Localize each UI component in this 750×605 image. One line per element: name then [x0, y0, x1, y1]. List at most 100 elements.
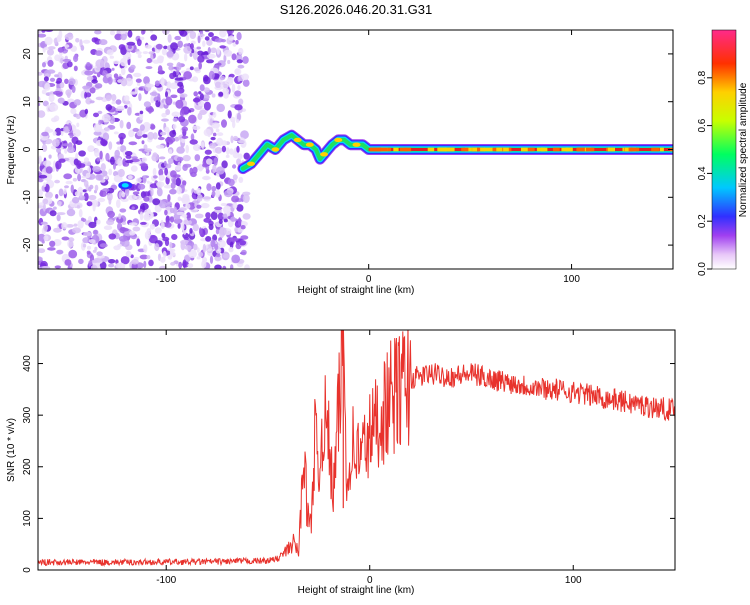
- noise-point: [139, 124, 145, 131]
- noise-point: [117, 168, 125, 178]
- track-core-segment: [438, 147, 447, 152]
- noise-point: [191, 76, 199, 83]
- noise-point: [179, 207, 187, 212]
- noise-point: [204, 30, 210, 33]
- noise-point: [196, 247, 200, 253]
- noise-point: [64, 259, 72, 266]
- noise-point: [216, 47, 220, 55]
- noise-point: [178, 261, 183, 269]
- noise-point: [198, 91, 202, 95]
- noise-point: [146, 255, 151, 260]
- noise-point: [184, 245, 192, 250]
- noise-point: [65, 224, 74, 228]
- noise-point: [229, 237, 239, 242]
- track-core-segment: [552, 147, 560, 152]
- noise-point: [230, 216, 236, 222]
- noise-point: [127, 175, 133, 180]
- noise-point: [125, 159, 134, 164]
- noise-point: [164, 209, 168, 216]
- noise-point: [206, 248, 214, 256]
- snr-x-tick-label: -100: [156, 575, 176, 586]
- noise-point: [216, 137, 224, 147]
- noise-point: [183, 236, 189, 241]
- noise-point: [231, 195, 240, 203]
- track-core-segment: [536, 147, 544, 152]
- noise-point: [82, 39, 91, 44]
- noise-point: [173, 206, 178, 215]
- noise-point: [42, 203, 46, 212]
- noise-point: [93, 123, 103, 133]
- noise-point: [193, 243, 198, 251]
- noise-point: [231, 254, 241, 264]
- noise-point: [63, 188, 67, 195]
- noise-point: [165, 109, 171, 116]
- noise-point: [242, 191, 251, 196]
- noise-point: [127, 106, 132, 116]
- noise-point: [138, 93, 142, 102]
- y-axis-ticks: -20 -10 0 10 20: [22, 48, 673, 252]
- noise-point: [118, 132, 126, 140]
- noise-point: [108, 197, 112, 205]
- noise-point: [214, 38, 224, 43]
- noise-point: [176, 146, 185, 154]
- snr-x-axis-ticks: -100 0 100: [156, 330, 582, 586]
- noise-point: [144, 230, 151, 240]
- noise-point: [221, 119, 227, 128]
- noise-point: [135, 78, 142, 83]
- noise-point: [41, 30, 46, 33]
- noise-point: [219, 227, 227, 236]
- noise-point: [108, 233, 117, 240]
- noise-point: [157, 65, 163, 74]
- noise-point: [199, 84, 205, 92]
- noise-point: [171, 111, 180, 118]
- noise-point: [189, 167, 194, 175]
- noise-point: [71, 85, 76, 94]
- noise-point: [83, 192, 89, 202]
- noise-point: [242, 79, 250, 87]
- noise-point: [215, 189, 221, 198]
- colorbar-tick-label: 0.2: [697, 214, 708, 228]
- colorbar-tick-label: 0.4: [697, 166, 708, 180]
- noise-point: [138, 87, 143, 91]
- noise-point: [199, 33, 205, 37]
- noise-point: [105, 95, 112, 102]
- noise-point: [227, 178, 235, 187]
- track-core-segment: [427, 147, 435, 152]
- noise-point: [86, 245, 92, 250]
- noise-point: [163, 45, 168, 50]
- noise-point: [140, 202, 149, 211]
- noise-point: [64, 44, 70, 48]
- noise-point: [41, 266, 51, 269]
- noise-point: [91, 259, 98, 264]
- noise-point: [42, 100, 49, 107]
- noise-point: [206, 183, 212, 192]
- noise-point: [103, 225, 113, 230]
- noise-point: [79, 192, 83, 198]
- noise-point: [86, 250, 91, 255]
- track-hotspot: [334, 137, 343, 143]
- noise-point: [77, 173, 82, 182]
- noise-point: [67, 146, 75, 154]
- noise-point: [206, 53, 216, 59]
- noise-point: [165, 96, 173, 106]
- noise-point: [183, 71, 193, 80]
- noise-point: [92, 166, 101, 172]
- noise-point: [155, 43, 163, 50]
- noise-point: [244, 264, 250, 269]
- noise-point: [38, 33, 47, 38]
- noise-point: [76, 122, 80, 128]
- noise-point: [96, 219, 101, 225]
- noise-point: [166, 62, 174, 67]
- noise-point: [234, 104, 243, 111]
- noise-point: [63, 173, 73, 180]
- track-hotspot: [320, 152, 329, 157]
- track-core-segment: [630, 147, 640, 152]
- snr-xlabel: Height of straight line (km): [298, 585, 415, 596]
- noise-point: [203, 76, 211, 85]
- noise-point: [72, 227, 81, 234]
- noise-point: [214, 81, 222, 89]
- noise-point: [134, 86, 139, 94]
- noise-point: [161, 232, 166, 239]
- noise-point: [88, 194, 97, 201]
- noise-point: [64, 78, 69, 85]
